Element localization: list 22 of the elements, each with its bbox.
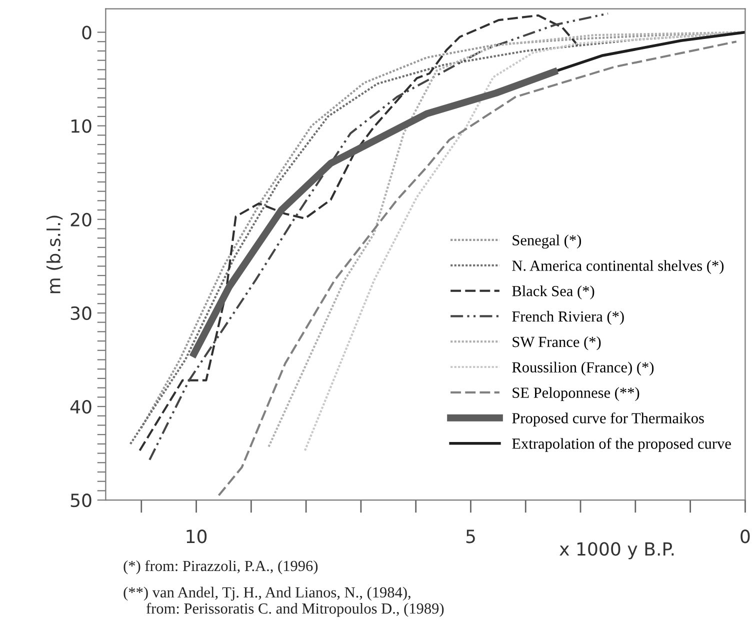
text: (*) from: Pirazzoli, P.A., (1996) (124, 560, 318, 574)
legend-label: Proposed curve for Thermaikos (512, 412, 704, 426)
legend-label: N. America continental shelves (*) (512, 260, 724, 274)
legend-label: Roussilion (France) (*) (512, 362, 654, 376)
y-tick-label: 20 (70, 212, 92, 226)
legend-label: Extrapolation of the proposed curve (512, 438, 731, 452)
text: (**) van Andel, Tj. H., And Lianos, N., (1984), from: Perissoratis C. and Mitropoulos D., (1989) (124, 586, 444, 617)
y-axis-title: m (b.s.l.) (46, 216, 63, 294)
y-tick-label: 10 (72, 119, 92, 133)
legend-label: SW France (*) (512, 336, 601, 350)
y-tick-label: 50 (70, 494, 92, 508)
x-tick-label: 10 (186, 530, 207, 544)
legend-label: Senegal (*) (512, 234, 581, 249)
legend-label: SE Peloponnese (**) (512, 387, 640, 401)
y-tick-label: 0 (82, 26, 92, 40)
legend-label: French Riviera (*) (512, 310, 624, 325)
y-tick-label: 30 (70, 306, 92, 320)
x-axis-title: x 1000 y B.P. (560, 542, 674, 560)
x-tick-label: 5 (466, 530, 475, 544)
y-tick-label: 40 (70, 400, 92, 414)
x-tick-label: 0 (740, 530, 750, 544)
legend-label: Black Sea (*) (512, 286, 594, 300)
